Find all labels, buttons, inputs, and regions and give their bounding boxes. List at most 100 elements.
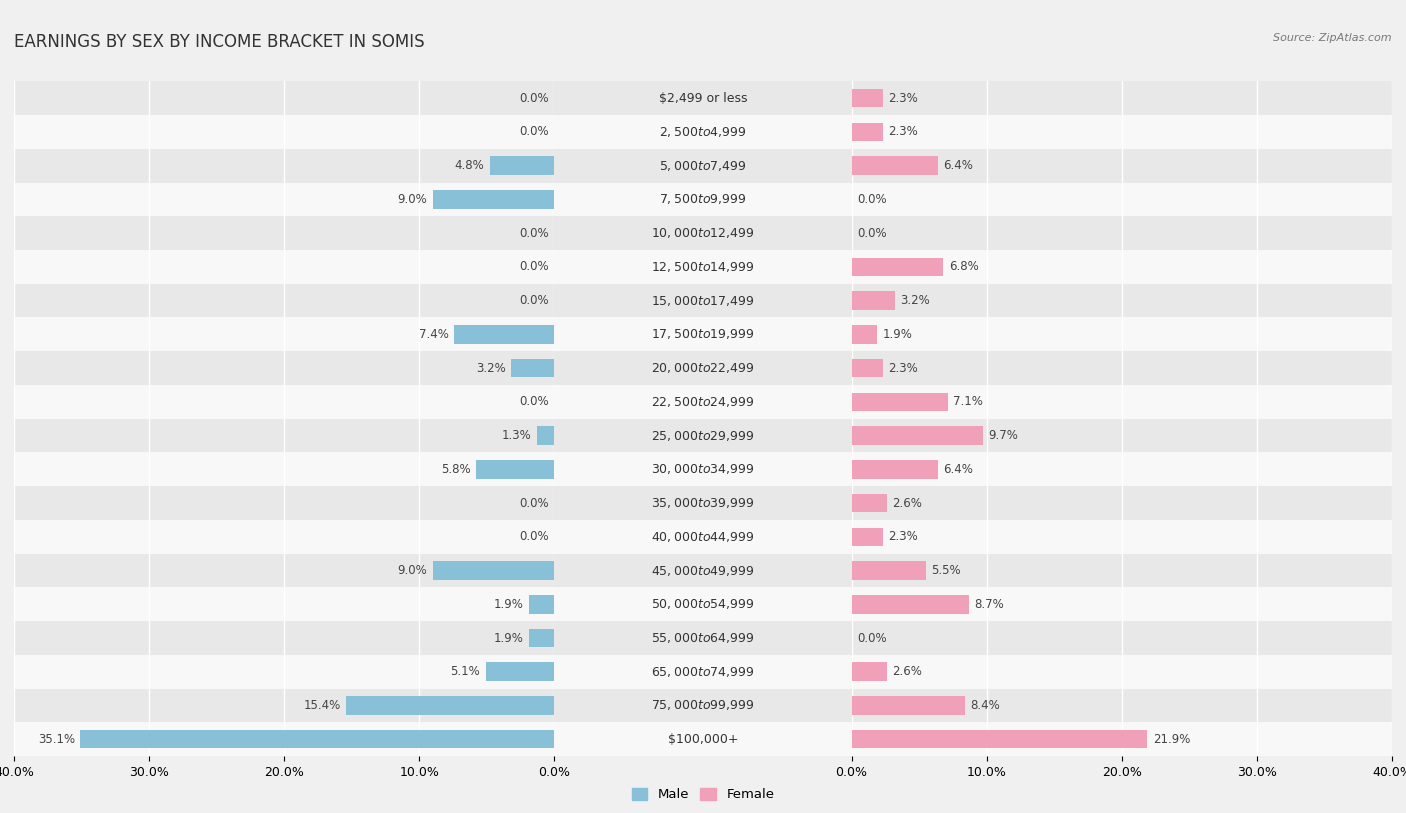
Text: 9.0%: 9.0% — [398, 564, 427, 577]
Text: $50,000 to $54,999: $50,000 to $54,999 — [651, 598, 755, 611]
Bar — [554, 520, 852, 554]
Text: 0.0%: 0.0% — [858, 227, 887, 240]
Text: 2.3%: 2.3% — [889, 530, 918, 543]
Text: $55,000 to $64,999: $55,000 to $64,999 — [651, 631, 755, 645]
Bar — [852, 561, 927, 580]
Bar — [14, 284, 554, 317]
Bar — [852, 351, 1392, 385]
Bar — [554, 81, 852, 115]
Bar — [554, 621, 852, 655]
Text: $2,499 or less: $2,499 or less — [659, 92, 747, 105]
Bar — [852, 250, 1392, 284]
Bar — [852, 528, 883, 546]
Text: $17,500 to $19,999: $17,500 to $19,999 — [651, 328, 755, 341]
Bar — [554, 554, 852, 587]
Text: 0.0%: 0.0% — [519, 125, 548, 138]
Bar — [852, 115, 1392, 149]
Bar — [529, 595, 554, 614]
Bar — [14, 520, 554, 554]
Bar — [512, 359, 554, 377]
Text: $5,000 to $7,499: $5,000 to $7,499 — [659, 159, 747, 172]
Text: 9.7%: 9.7% — [988, 429, 1018, 442]
Bar — [852, 460, 938, 479]
Bar — [433, 561, 554, 580]
Text: 6.4%: 6.4% — [943, 159, 973, 172]
Text: 7.4%: 7.4% — [419, 328, 449, 341]
Bar — [852, 696, 965, 715]
Bar — [14, 419, 554, 452]
Bar — [852, 359, 883, 377]
Text: 8.4%: 8.4% — [970, 699, 1000, 712]
Bar — [852, 520, 1392, 554]
Bar — [852, 291, 894, 310]
Bar — [852, 385, 1392, 419]
Text: 5.8%: 5.8% — [441, 463, 471, 476]
Bar — [14, 250, 554, 284]
Bar — [554, 216, 852, 250]
Bar — [852, 493, 887, 512]
Bar — [477, 460, 554, 479]
Bar — [14, 655, 554, 689]
Bar — [852, 689, 1392, 723]
Bar — [554, 452, 852, 486]
Bar — [852, 595, 969, 614]
Text: 2.3%: 2.3% — [889, 125, 918, 138]
Text: $35,000 to $39,999: $35,000 to $39,999 — [651, 496, 755, 510]
Bar — [554, 284, 852, 317]
Bar — [852, 89, 883, 107]
Bar — [554, 250, 852, 284]
Bar — [852, 81, 1392, 115]
Text: 9.0%: 9.0% — [398, 193, 427, 206]
Bar — [852, 663, 887, 681]
Text: 2.3%: 2.3% — [889, 92, 918, 105]
Text: 5.5%: 5.5% — [931, 564, 960, 577]
Text: 2.6%: 2.6% — [893, 497, 922, 510]
Bar — [14, 554, 554, 587]
Bar — [852, 655, 1392, 689]
Bar — [852, 621, 1392, 655]
Text: 5.1%: 5.1% — [450, 665, 479, 678]
Bar — [852, 182, 1392, 216]
Bar — [852, 587, 1392, 621]
Text: 8.7%: 8.7% — [974, 598, 1004, 611]
Text: 2.3%: 2.3% — [889, 362, 918, 375]
Bar — [485, 663, 554, 681]
Bar — [14, 587, 554, 621]
Text: $65,000 to $74,999: $65,000 to $74,999 — [651, 665, 755, 679]
Text: 21.9%: 21.9% — [1153, 733, 1191, 746]
Bar — [554, 689, 852, 723]
Bar — [852, 149, 1392, 183]
Text: 1.9%: 1.9% — [883, 328, 912, 341]
Bar — [852, 730, 1147, 749]
Text: $12,500 to $14,999: $12,500 to $14,999 — [651, 260, 755, 274]
Bar — [14, 182, 554, 216]
Bar — [14, 149, 554, 183]
Bar — [554, 317, 852, 351]
Text: 4.8%: 4.8% — [454, 159, 484, 172]
Bar — [852, 284, 1392, 317]
Text: 6.8%: 6.8% — [949, 260, 979, 273]
Text: 2.6%: 2.6% — [893, 665, 922, 678]
Bar — [852, 486, 1392, 520]
Bar — [554, 419, 852, 452]
Text: $100,000+: $100,000+ — [668, 733, 738, 746]
Bar — [80, 730, 554, 749]
Bar — [554, 351, 852, 385]
Text: 35.1%: 35.1% — [38, 733, 75, 746]
Text: 0.0%: 0.0% — [519, 294, 548, 307]
Bar — [554, 115, 852, 149]
Text: 7.1%: 7.1% — [953, 395, 983, 408]
Bar — [852, 123, 883, 141]
Text: EARNINGS BY SEX BY INCOME BRACKET IN SOMIS: EARNINGS BY SEX BY INCOME BRACKET IN SOM… — [14, 33, 425, 50]
Text: $75,000 to $99,999: $75,000 to $99,999 — [651, 698, 755, 712]
Text: 1.9%: 1.9% — [494, 598, 523, 611]
Bar — [14, 115, 554, 149]
Text: $45,000 to $49,999: $45,000 to $49,999 — [651, 563, 755, 577]
Text: 15.4%: 15.4% — [304, 699, 342, 712]
Bar — [852, 325, 877, 344]
Text: 3.2%: 3.2% — [900, 294, 929, 307]
Bar — [852, 156, 938, 175]
Bar — [537, 426, 554, 445]
Bar — [14, 81, 554, 115]
Bar — [14, 216, 554, 250]
